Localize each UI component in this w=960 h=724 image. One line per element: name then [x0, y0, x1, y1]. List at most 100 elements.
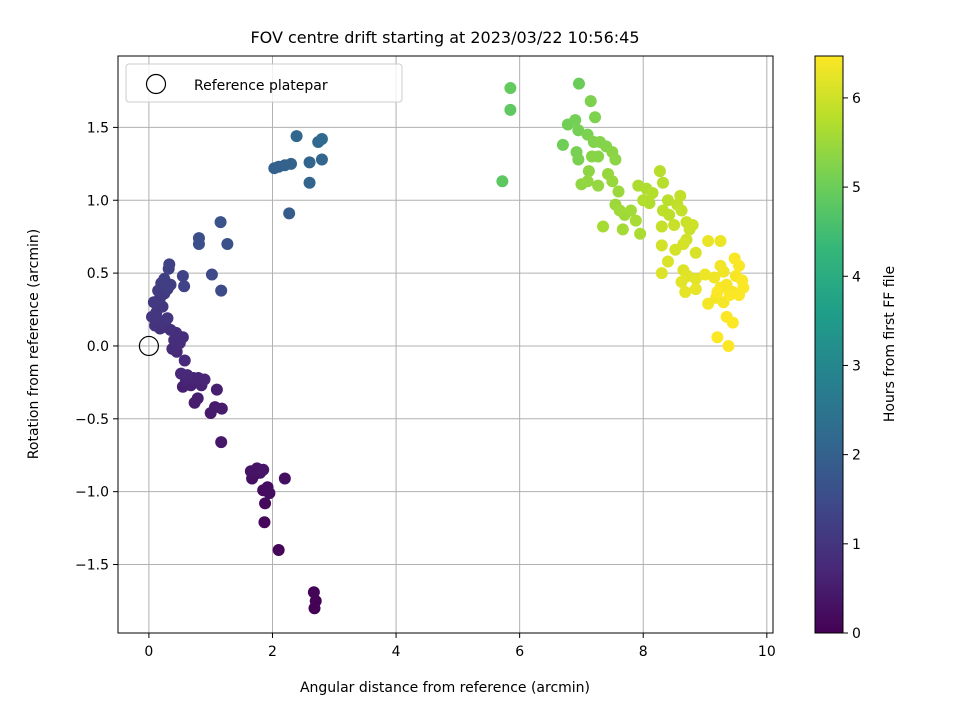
- y-axis-ticks: −1.5 −1.0 −0.5 0.0 0.5 1.0 1.5: [75, 120, 118, 574]
- scatter-point: [257, 463, 270, 476]
- legend-open-circle-icon: [145, 73, 167, 95]
- scatter-point: [609, 153, 622, 166]
- scatter-point: [655, 239, 668, 252]
- scatter-point: [258, 516, 271, 529]
- scatter-point: [307, 586, 320, 599]
- scatter-point: [163, 258, 176, 271]
- colorbar-tick-label: 2: [852, 448, 861, 464]
- scatter-point: [584, 95, 597, 108]
- scatter-point: [572, 77, 585, 90]
- legend: Reference platepar: [125, 63, 403, 103]
- x-axis-label: Angular distance from reference (arcmin): [300, 680, 590, 696]
- scatter-point: [181, 369, 194, 382]
- colorbar-tick-label: 6: [852, 91, 861, 107]
- scatter-point: [191, 392, 204, 405]
- scatter-point: [221, 237, 234, 250]
- scatter-point: [677, 237, 690, 250]
- scatter-point: [661, 194, 674, 207]
- scatter-point: [612, 185, 625, 198]
- x-tick-label: 2: [268, 644, 277, 660]
- scatter-point: [634, 227, 647, 240]
- colorbar-tick-label: 5: [852, 180, 861, 196]
- scatter-point: [711, 286, 724, 299]
- scatter-point: [661, 255, 674, 268]
- scatter-point: [689, 283, 702, 296]
- scatter-point: [708, 271, 721, 284]
- colorbar-label: Hours from first FF file: [882, 266, 898, 422]
- scatter-point: [572, 153, 585, 166]
- x-tick-label: 0: [144, 644, 153, 660]
- scatter-point: [178, 280, 191, 293]
- scatter-point: [643, 197, 656, 210]
- scatter-point: [663, 208, 676, 221]
- scatter-point: [689, 272, 702, 285]
- scatter-point: [711, 331, 724, 344]
- scatter-point: [616, 223, 629, 236]
- scatter-point: [572, 124, 585, 137]
- legend-box: [125, 63, 403, 103]
- scatter-point: [569, 114, 582, 127]
- scatter-point: [278, 472, 291, 485]
- scatter-point: [259, 497, 272, 510]
- plot-frame: [117, 55, 774, 634]
- legend-entry-label: Reference platepar: [194, 78, 328, 94]
- colorbar-frame: [814, 55, 844, 634]
- scatter-point: [597, 220, 610, 233]
- scatter-point: [192, 237, 205, 250]
- colorbar: [815, 56, 843, 633]
- scatter-point: [581, 175, 594, 188]
- scatter-point: [210, 383, 223, 396]
- scatter-point: [624, 204, 637, 217]
- y-axis-label: Rotation from reference (arcmin): [26, 229, 42, 459]
- scatter-point: [496, 175, 509, 188]
- scatter-point: [675, 204, 688, 217]
- scatter-point: [215, 284, 228, 297]
- scatter-point: [198, 373, 211, 386]
- scatter-point: [657, 176, 670, 189]
- x-tick-label: 10: [758, 644, 776, 660]
- y-tick-label: 0.0: [87, 339, 109, 355]
- y-tick-label: −0.5: [75, 412, 109, 428]
- scatter-point: [592, 179, 605, 192]
- scatter-point: [315, 153, 328, 166]
- scatter-point: [646, 186, 659, 199]
- scatter-point: [655, 267, 668, 280]
- y-tick-label: 0.5: [87, 266, 109, 282]
- scatter-point: [674, 189, 687, 202]
- colorbar-tick-label: 0: [852, 626, 861, 642]
- scatter-point: [717, 265, 730, 278]
- scatter-point: [733, 288, 746, 301]
- scatter-point: [702, 235, 715, 248]
- reference-marker-layer: [138, 335, 159, 357]
- y-tick-label: 1.5: [87, 120, 109, 136]
- scatter-point: [714, 235, 727, 248]
- scatter-point: [303, 176, 316, 189]
- scatter-point: [728, 252, 741, 265]
- scatter-point: [655, 220, 668, 233]
- scatter-point: [686, 219, 699, 232]
- data-points: [145, 77, 750, 615]
- scatter-point: [589, 111, 602, 124]
- grid-lines: [118, 56, 773, 633]
- reference-platepar-marker: [138, 335, 159, 357]
- colorbar-tick-label: 4: [852, 269, 861, 285]
- scatter-point: [582, 165, 595, 178]
- scatter-point: [176, 270, 189, 283]
- x-tick-label: 4: [392, 644, 401, 660]
- scatter-point: [726, 316, 739, 329]
- scatter-point: [675, 275, 688, 288]
- scatter-point: [629, 214, 642, 227]
- scatter-point: [606, 175, 619, 188]
- scatter-point: [668, 219, 681, 232]
- scatter-point: [699, 268, 712, 281]
- scatter-point: [504, 82, 517, 95]
- y-tick-label: 1.0: [87, 193, 109, 209]
- scatter-point: [214, 216, 227, 229]
- scatter-point: [215, 436, 228, 449]
- scatter-point: [679, 286, 692, 299]
- x-tick-label: 6: [515, 644, 524, 660]
- scatter-point: [504, 103, 517, 116]
- y-tick-label: −1.5: [75, 558, 109, 574]
- colorbar-tick-label: 3: [852, 358, 861, 374]
- scatter-point: [653, 165, 666, 178]
